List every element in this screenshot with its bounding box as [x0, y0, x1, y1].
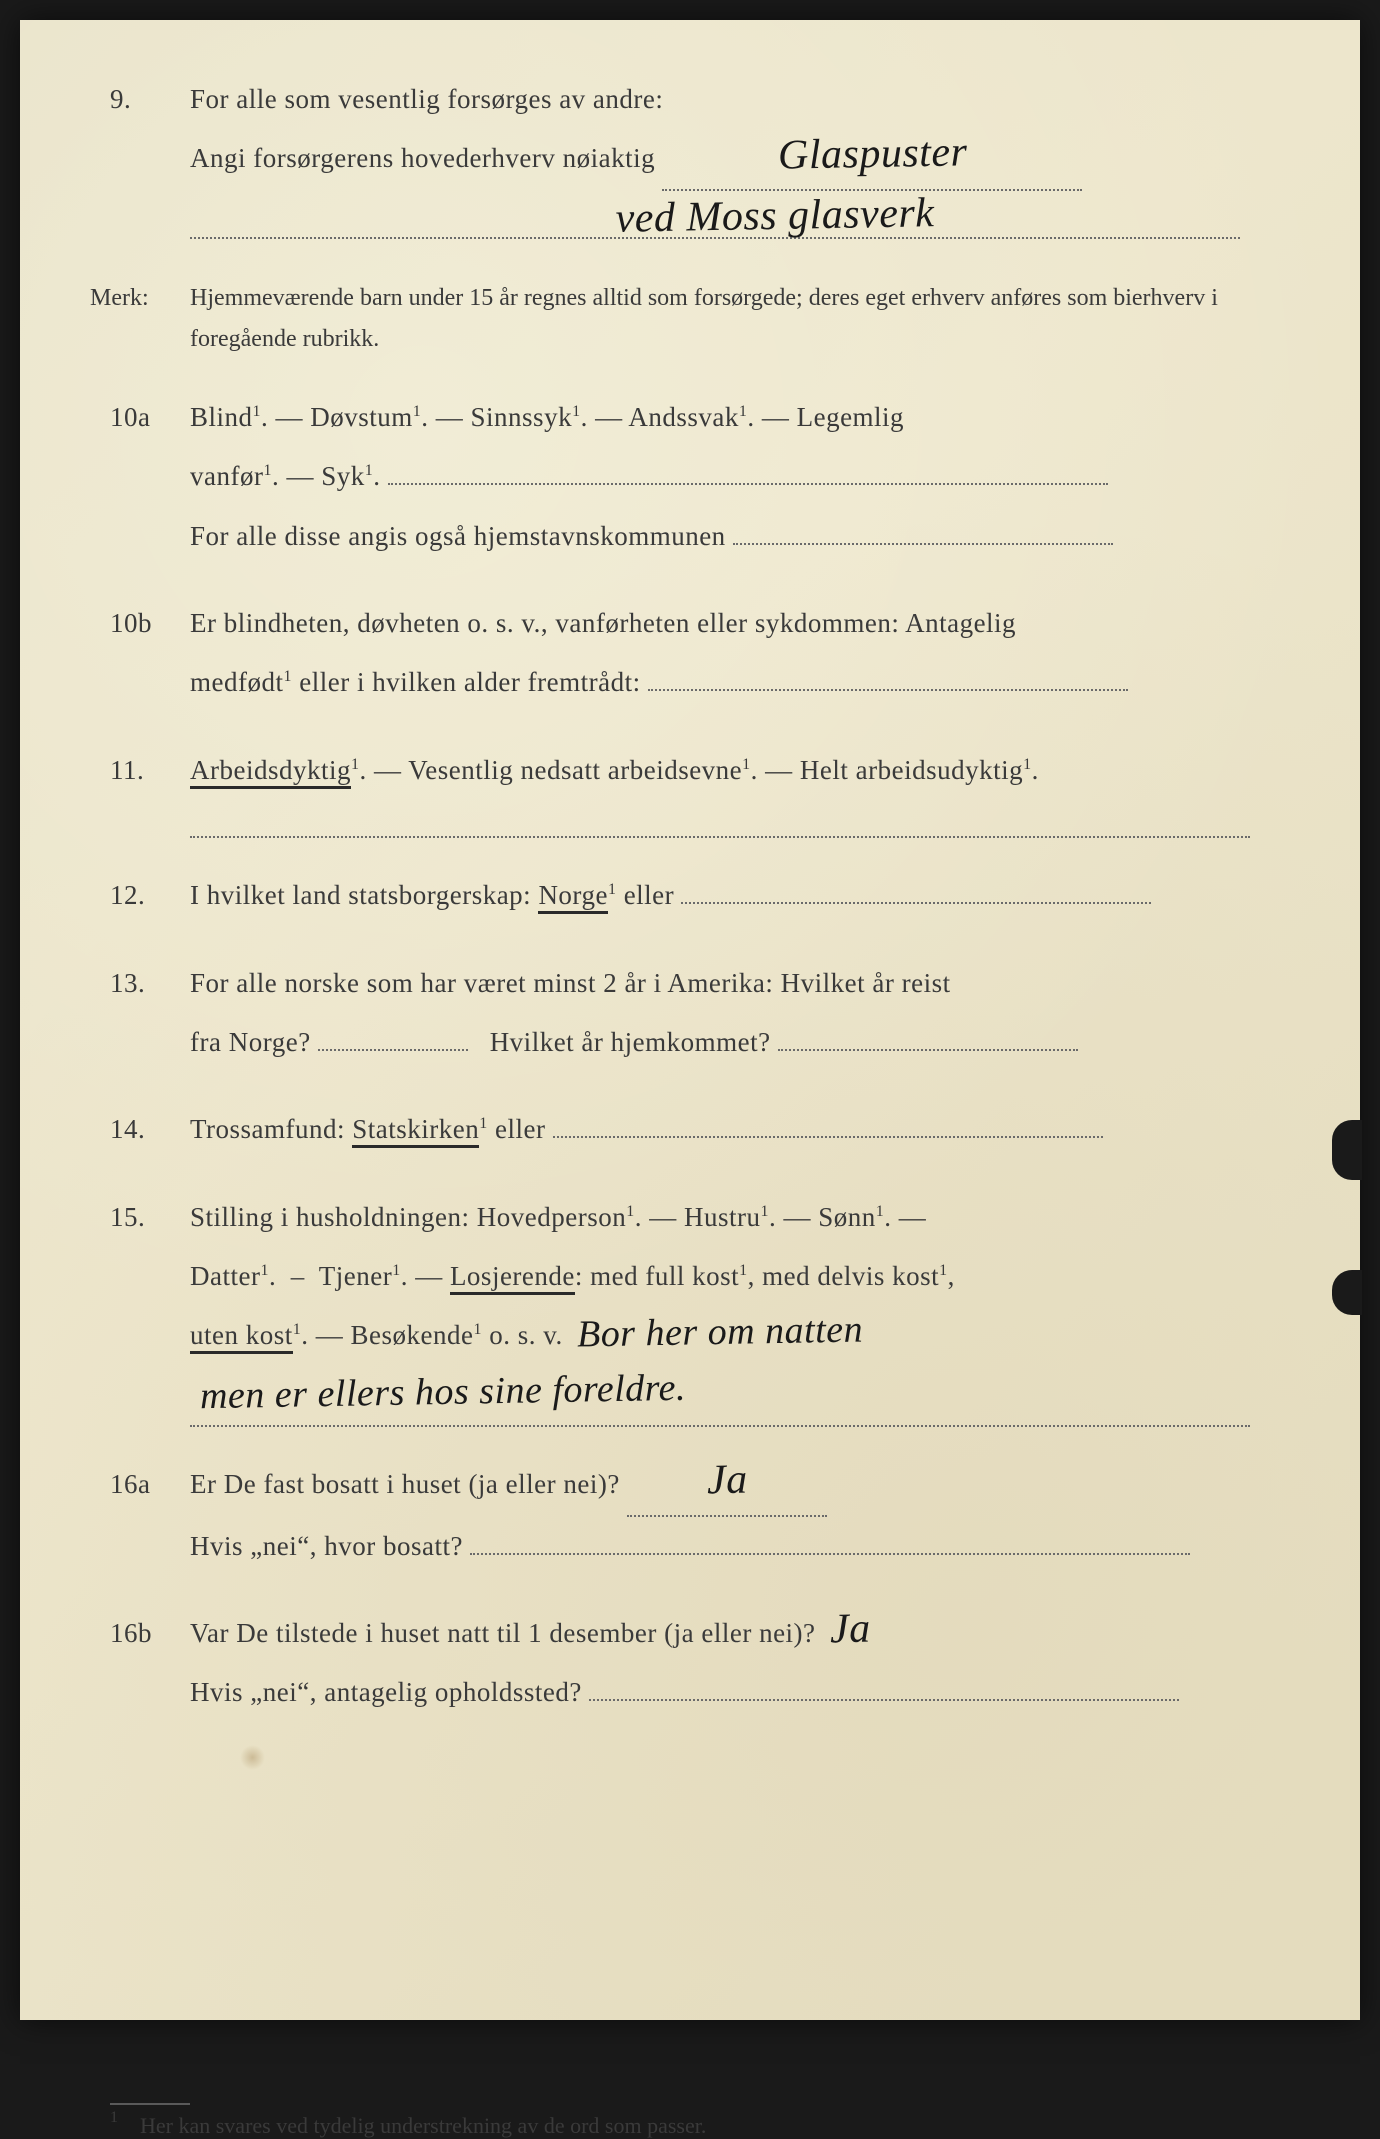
question-number: 10a	[110, 388, 150, 447]
note-text: Hjemmeværende barn under 15 år regnes al…	[190, 285, 1218, 352]
question-number: 16a	[110, 1455, 150, 1514]
option: Blind	[190, 402, 253, 432]
question-13: 13. For alle norske som har været minst …	[110, 954, 1270, 1073]
fill-blank	[470, 1553, 1190, 1555]
question-number: 15.	[110, 1188, 145, 1247]
fill-blank: Glaspuster	[662, 129, 1082, 190]
option-selected: Arbeidsdyktig	[190, 755, 351, 789]
fill-blank	[681, 902, 1151, 904]
question-12: 12. I hvilket land statsborgerskap: Norg…	[110, 866, 1270, 925]
question-number: 14.	[110, 1100, 145, 1159]
fill-blank	[733, 543, 1113, 545]
question-text: eller	[624, 880, 674, 910]
option: Døvstum	[310, 402, 413, 432]
fill-blank	[388, 483, 1108, 485]
document-page: 9. For alle som vesentlig forsørges av a…	[20, 20, 1360, 2020]
fill-blank: ved Moss glasverk	[190, 200, 1240, 239]
handwritten-answer: Ja	[830, 1608, 871, 1651]
note-label: Merk:	[90, 278, 149, 319]
question-text: Var De tilstede i huset natt til 1 desem…	[190, 1618, 816, 1648]
handwritten-answer: Bor her om natten	[577, 1311, 864, 1354]
option: Sinnssyk	[471, 402, 573, 432]
question-text: : med full kost	[575, 1261, 739, 1291]
question-text: fra Norge?	[190, 1027, 311, 1057]
option: vanfør	[190, 461, 263, 491]
fill-blank: men er ellers hos sine foreldre.	[190, 1366, 1250, 1427]
handwritten-answer: ved Moss glasverk	[310, 187, 1241, 245]
fill-blank	[648, 689, 1128, 691]
option: Hustru	[684, 1202, 761, 1232]
question-9: 9. For alle som vesentlig forsørges av a…	[110, 70, 1270, 250]
footnote: 1 Her kan svares ved tydelig understrekn…	[110, 2113, 1270, 2139]
question-text: Er De fast bosatt i huset (ja eller nei)…	[190, 1469, 620, 1499]
option-selected: Norge	[538, 880, 608, 914]
question-text: Er blindheten, døvheten o. s. v., vanfør…	[190, 608, 1016, 638]
question-text: Stilling i husholdningen: Hovedperson	[190, 1202, 626, 1232]
option: Syk	[321, 461, 365, 491]
question-number: 9.	[110, 70, 131, 129]
question-16a: 16a Er De fast bosatt i huset (ja eller …	[110, 1455, 1270, 1576]
question-text: For alle som vesentlig forsørges av andr…	[190, 84, 663, 114]
question-text: I hvilket land statsborgerskap:	[190, 880, 538, 910]
footnote-rule	[110, 2103, 190, 2105]
option-selected: uten kost	[190, 1320, 293, 1354]
note-merk: Merk: Hjemmeværende barn under 15 år reg…	[110, 278, 1270, 360]
question-11: 11. Arbeidsdyktig1. — Vesentlig nedsatt …	[110, 741, 1270, 838]
question-10a: 10a Blind1. — Døvstum1. — Sinnssyk1. — A…	[110, 388, 1270, 566]
option: Helt arbeidsudyktig	[800, 755, 1023, 785]
fill-blank	[778, 1049, 1078, 1051]
question-text: o. s. v.	[489, 1320, 563, 1350]
fill-blank: Ja	[627, 1455, 827, 1516]
option: Andssvak	[628, 402, 739, 432]
paper-notch	[1332, 1120, 1362, 1180]
option: Legemlig	[797, 402, 904, 432]
question-14: 14. Trossamfund: Statskirken1 eller	[110, 1100, 1270, 1159]
question-10b: 10b Er blindheten, døvheten o. s. v., va…	[110, 594, 1270, 713]
question-15: 15. Stilling i husholdningen: Hovedperso…	[110, 1188, 1270, 1428]
question-text: Hvis „nei“, hvor bosatt?	[190, 1531, 463, 1561]
question-number: 12.	[110, 866, 145, 925]
question-number: 13.	[110, 954, 145, 1013]
question-text: For alle norske som har været minst 2 år…	[190, 968, 951, 998]
fill-blank	[589, 1699, 1179, 1701]
fill-blank	[553, 1136, 1103, 1138]
question-number: 10b	[110, 594, 152, 653]
question-text: Hvis „nei“, antagelig opholdssted?	[190, 1677, 582, 1707]
question-text: Trossamfund:	[190, 1114, 352, 1144]
handwritten-answer: men er ellers hos sine foreldre.	[200, 1369, 687, 1415]
footnote-text: Her kan svares ved tydelig understreknin…	[140, 2113, 706, 2138]
question-number: 11.	[110, 741, 144, 800]
question-text: eller i hvilken alder fremtrådt:	[299, 667, 640, 697]
option: Vesentlig nedsatt arbeidsevne	[408, 755, 742, 785]
option: Sønn	[818, 1202, 876, 1232]
paper-stain	[240, 1745, 265, 1770]
question-number: 16b	[110, 1604, 152, 1663]
option: Tjener	[319, 1261, 392, 1291]
handwritten-answer: Ja	[706, 1459, 747, 1502]
option: Besøkende	[351, 1320, 474, 1350]
option-selected: Statskirken	[352, 1114, 479, 1148]
fill-blank	[190, 808, 1250, 838]
option-selected: Losjerende	[450, 1261, 575, 1295]
paper-notch	[1332, 1270, 1362, 1315]
option: Datter	[190, 1261, 260, 1291]
question-text: Hvilket år hjemkommet?	[490, 1027, 771, 1057]
question-16b: 16b Var De tilstede i huset natt til 1 d…	[110, 1604, 1270, 1723]
question-text: For alle disse angis også hjemstavnskomm…	[190, 521, 726, 551]
question-text: eller	[495, 1114, 545, 1144]
handwritten-answer: Glaspuster	[777, 132, 967, 177]
footnote-number: 1	[110, 2109, 118, 2127]
question-text: medfødt	[190, 667, 283, 697]
question-text: Angi forsørgerens hovederhverv nøiaktig	[190, 143, 655, 173]
fill-blank	[318, 1049, 468, 1051]
question-text: , med delvis kost	[748, 1261, 940, 1291]
